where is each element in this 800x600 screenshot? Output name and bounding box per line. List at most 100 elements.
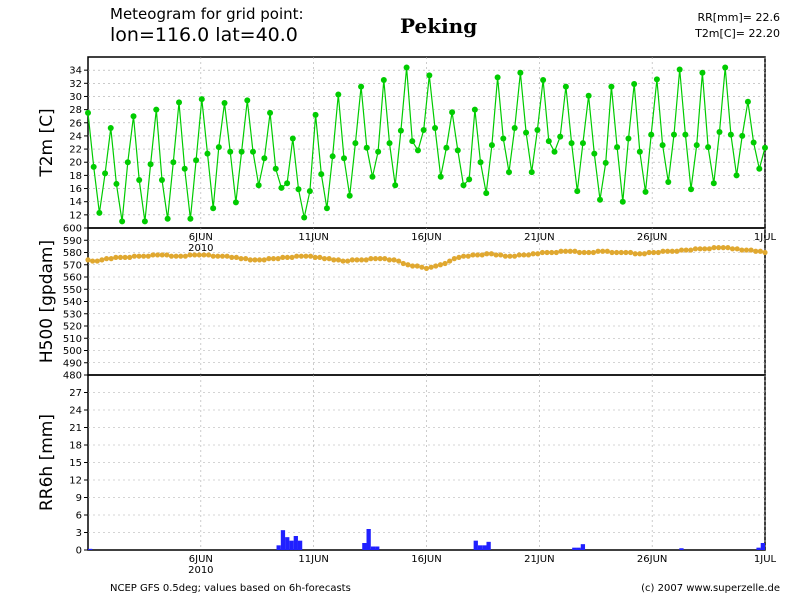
- data-point: [141, 253, 147, 259]
- data-point: [221, 100, 228, 107]
- data-point: [484, 251, 490, 257]
- data-point: [539, 249, 546, 256]
- data-point: [474, 252, 481, 258]
- data-point: [255, 182, 262, 189]
- y-tick-label: 570: [63, 260, 82, 271]
- data-point: [756, 165, 763, 172]
- y-tick-label: 6: [76, 511, 82, 522]
- y-tick-label: 26: [69, 118, 82, 129]
- data-point: [449, 109, 456, 116]
- data-point: [113, 254, 119, 260]
- data-point: [372, 256, 379, 262]
- data-point: [414, 263, 420, 269]
- data-point: [426, 72, 433, 79]
- data-point: [284, 180, 291, 187]
- data-point: [676, 66, 683, 73]
- data-point: [642, 188, 649, 195]
- data-point: [498, 252, 504, 258]
- data-point: [318, 171, 325, 178]
- data-point: [586, 249, 592, 256]
- data-point: [154, 252, 161, 258]
- precip-bar: [486, 541, 491, 550]
- precip-bar: [362, 543, 367, 550]
- precip-bar: [370, 546, 376, 550]
- data-point: [244, 97, 251, 104]
- t2m-current: T2m[C]= 22.20: [695, 27, 780, 40]
- data-point: [511, 125, 518, 132]
- data-point: [711, 245, 717, 251]
- place-name: Peking: [400, 14, 478, 38]
- data-point: [193, 157, 200, 164]
- data-point: [488, 142, 495, 149]
- data-point: [168, 253, 175, 259]
- data-point: [243, 256, 249, 262]
- data-point: [488, 251, 495, 257]
- data-point: [272, 165, 279, 172]
- data-point: [631, 80, 638, 87]
- x-tick-label: 26JUN: [637, 232, 667, 243]
- data-point: [609, 249, 615, 256]
- data-point: [312, 111, 319, 118]
- data-point: [113, 180, 120, 187]
- data-point: [85, 257, 91, 263]
- data-point: [158, 176, 165, 183]
- data-point: [375, 148, 382, 155]
- data-point: [358, 83, 365, 90]
- data-point: [173, 253, 179, 259]
- precip-bar: [477, 545, 483, 550]
- data-point: [762, 144, 768, 151]
- data-point: [312, 254, 318, 260]
- data-point: [192, 252, 198, 258]
- data-point: [505, 169, 512, 176]
- data-point: [219, 253, 226, 259]
- data-point: [298, 253, 304, 259]
- data-point: [141, 218, 148, 225]
- data-point: [471, 106, 478, 113]
- data-point: [655, 249, 661, 256]
- meteogram-title: Meteogram for grid point:: [110, 5, 304, 23]
- data-point: [229, 254, 235, 260]
- y-tick-label: 16: [69, 184, 82, 195]
- data-point: [204, 150, 211, 157]
- data-point: [562, 83, 569, 90]
- data-point: [739, 132, 746, 139]
- data-point: [238, 148, 245, 155]
- data-point: [549, 249, 555, 256]
- data-point: [507, 253, 513, 259]
- y-tick-label: 15: [69, 458, 82, 469]
- data-point: [354, 257, 360, 263]
- x-tick-label: 16JUN: [411, 554, 441, 565]
- y-axis-label: H500 [gpdam]: [37, 240, 57, 363]
- data-point: [545, 138, 552, 145]
- data-point: [382, 256, 388, 262]
- data-point: [651, 249, 657, 256]
- data-point: [196, 252, 202, 258]
- data-point: [317, 254, 323, 260]
- data-point: [641, 251, 648, 257]
- data-point: [558, 248, 564, 254]
- data-point: [130, 113, 137, 120]
- data-point: [363, 257, 369, 263]
- data-point: [409, 138, 416, 145]
- y-tick-label: 12: [69, 476, 82, 487]
- data-point: [335, 257, 341, 263]
- data-point: [108, 256, 114, 262]
- precip-bar: [580, 544, 586, 550]
- data-point: [341, 155, 348, 162]
- data-point: [437, 173, 444, 180]
- data-point: [702, 246, 708, 252]
- data-point: [323, 205, 330, 212]
- data-point: [326, 256, 332, 262]
- precip-bar: [576, 547, 581, 550]
- y-tick-label: 9: [76, 493, 82, 504]
- data-point: [178, 253, 184, 259]
- y-tick-label: 34: [69, 66, 82, 77]
- data-point: [131, 253, 137, 259]
- data-point: [451, 256, 457, 262]
- x-tick-label: 11JUN: [298, 232, 328, 243]
- precip-bar: [760, 543, 765, 550]
- data-point: [614, 144, 621, 151]
- data-point: [590, 249, 597, 256]
- data-point: [744, 98, 751, 105]
- data-point: [523, 129, 530, 136]
